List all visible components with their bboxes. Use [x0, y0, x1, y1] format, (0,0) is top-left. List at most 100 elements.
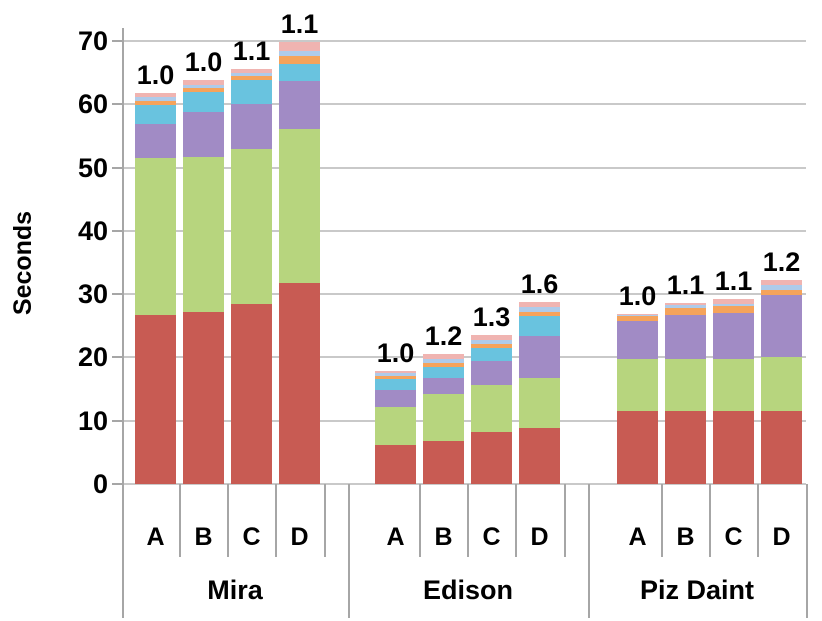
- category-separator: [709, 484, 711, 557]
- y-tick-label: 10: [77, 405, 108, 436]
- gridline: [122, 229, 806, 232]
- bar-cyan-segment: [519, 316, 560, 336]
- bar-purple-segment: [279, 81, 320, 129]
- category-label: D: [530, 523, 549, 551]
- bar-green-segment: [665, 359, 706, 411]
- bar-orange-segment: [135, 101, 176, 105]
- bar-lightblue-segment: [375, 373, 416, 376]
- bar-cyan-segment: [423, 367, 464, 378]
- group-label: Edison: [422, 575, 513, 605]
- y-tick: [112, 483, 122, 485]
- category-label: B: [194, 523, 213, 551]
- bar-pink-segment: [665, 303, 706, 305]
- y-tick: [112, 356, 122, 359]
- bar-orange-segment: [423, 363, 464, 367]
- bar-lightblue-segment: [423, 359, 464, 363]
- bar-lightblue-segment: [713, 304, 754, 306]
- category-label: C: [242, 523, 261, 551]
- bar-pink-segment: [471, 335, 512, 340]
- bar-orange-segment: [761, 290, 802, 295]
- category-separator: [227, 484, 229, 557]
- category-separator: [324, 484, 326, 557]
- bar-ratio-label: 1.1: [280, 8, 319, 39]
- bar-ratio-label: 1.1: [714, 266, 753, 297]
- bar-red-segment: [231, 304, 272, 484]
- bar-purple-segment: [617, 321, 658, 359]
- bar-cyan-segment: [231, 80, 272, 104]
- category-separator: [179, 484, 181, 557]
- group-divider: [588, 484, 590, 618]
- bar-orange-segment: [183, 88, 224, 92]
- bar-pink-segment: [713, 299, 754, 304]
- y-tick: [112, 229, 122, 232]
- y-tick-label: 50: [77, 152, 108, 183]
- bar-red-segment: [183, 312, 224, 484]
- y-tick: [112, 103, 122, 106]
- bar-orange-segment: [519, 312, 560, 316]
- bar-ratio-label: 1.0: [618, 280, 657, 311]
- bar-purple-segment: [375, 390, 416, 407]
- bar-green-segment: [519, 378, 560, 428]
- group-divider: [348, 484, 350, 618]
- bar-lightblue-segment: [471, 340, 512, 344]
- bar-green-segment: [183, 157, 224, 312]
- category-separator: [419, 484, 421, 557]
- bar-pink-segment: [519, 302, 560, 307]
- bar-pink-segment: [423, 354, 464, 359]
- bar-ratio-label: 1.2: [762, 246, 801, 277]
- bar-green-segment: [375, 407, 416, 445]
- gridline: [122, 293, 806, 296]
- category-label: D: [772, 523, 791, 551]
- bar-green-segment: [231, 149, 272, 304]
- gridline: [122, 166, 806, 169]
- bar-red-segment: [617, 411, 658, 484]
- bar-cyan-segment: [279, 64, 320, 81]
- category-separator: [661, 484, 663, 557]
- y-axis-line: [122, 28, 124, 618]
- bar-purple-segment: [713, 313, 754, 359]
- group-label: Mira: [207, 575, 263, 605]
- bar-purple-segment: [761, 295, 802, 357]
- bar-lightblue-segment: [135, 97, 176, 101]
- gridline: [122, 483, 806, 485]
- bar-purple-segment: [183, 112, 224, 157]
- bar-green-segment: [617, 359, 658, 411]
- category-separator: [515, 484, 517, 557]
- bar-pink-segment: [375, 371, 416, 373]
- category-label: A: [146, 523, 165, 551]
- bar-purple-segment: [135, 124, 176, 158]
- bar-pink-segment: [183, 80, 224, 85]
- bar-cyan-segment: [375, 379, 416, 390]
- bar-green-segment: [423, 394, 464, 441]
- bar-green-segment: [279, 129, 320, 283]
- category-label: B: [676, 523, 695, 551]
- y-tick-label: 40: [77, 215, 108, 246]
- bar-lightblue-segment: [183, 85, 224, 88]
- bar-orange-segment: [665, 308, 706, 315]
- bar-lightblue-segment: [665, 305, 706, 308]
- bar-cyan-segment: [135, 105, 176, 124]
- bar-purple-segment: [231, 104, 272, 149]
- bar-red-segment: [665, 411, 706, 484]
- bar-green-segment: [471, 385, 512, 432]
- bar-pink-segment: [279, 42, 320, 51]
- y-tick: [112, 39, 122, 42]
- bar-purple-segment: [423, 378, 464, 394]
- bar-red-segment: [713, 411, 754, 484]
- bar-orange-segment: [617, 316, 658, 321]
- bar-ratio-label: 1.1: [666, 269, 705, 300]
- y-tick-label: 70: [77, 25, 108, 56]
- bar-red-segment: [135, 315, 176, 484]
- bar-ratio-label: 1.6: [520, 268, 559, 299]
- bar-ratio-label: 1.2: [424, 321, 463, 352]
- group-label: Piz Daint: [639, 575, 754, 605]
- bar-ratio-label: 1.0: [136, 60, 175, 91]
- bar-orange-segment: [231, 76, 272, 80]
- bar-red-segment: [519, 428, 560, 484]
- gridline: [122, 39, 806, 42]
- y-tick: [112, 293, 122, 296]
- bar-red-segment: [471, 432, 512, 484]
- y-tick-label: 30: [77, 279, 108, 310]
- gridline: [122, 356, 806, 359]
